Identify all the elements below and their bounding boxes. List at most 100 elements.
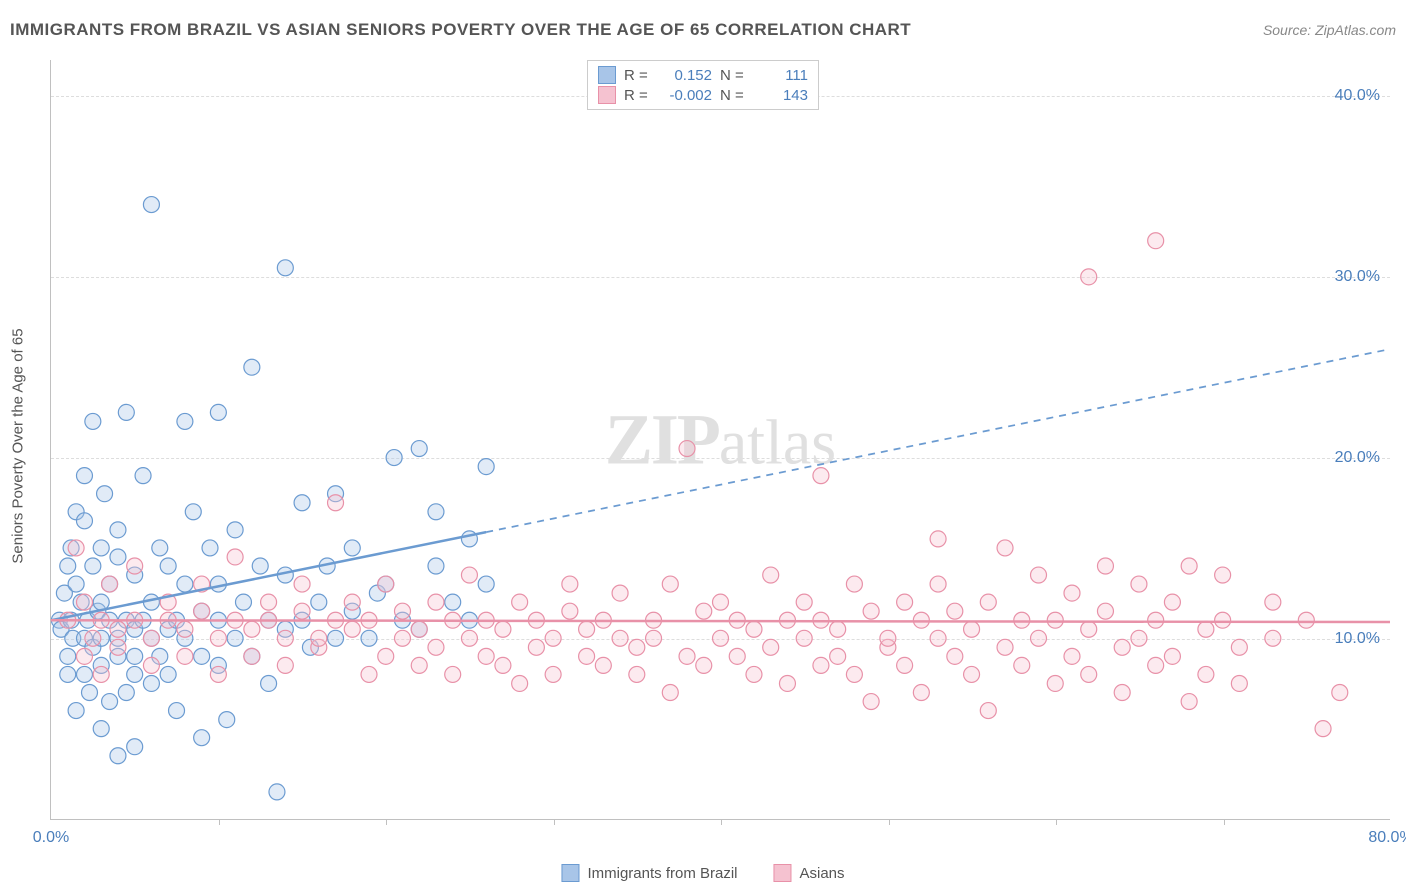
scatter-point bbox=[1198, 666, 1214, 682]
scatter-point bbox=[328, 495, 344, 511]
scatter-point bbox=[344, 540, 360, 556]
scatter-point bbox=[1298, 612, 1314, 628]
scatter-point bbox=[846, 666, 862, 682]
scatter-point bbox=[1131, 576, 1147, 592]
scatter-point bbox=[1148, 233, 1164, 249]
scatter-point bbox=[202, 540, 218, 556]
chart-header: IMMIGRANTS FROM BRAZIL VS ASIAN SENIORS … bbox=[10, 20, 1396, 40]
scatter-point bbox=[1215, 612, 1231, 628]
scatter-point bbox=[461, 630, 477, 646]
scatter-point bbox=[763, 567, 779, 583]
scatter-point bbox=[102, 576, 118, 592]
scatter-point bbox=[244, 359, 260, 375]
scatter-point bbox=[252, 558, 268, 574]
scatter-point bbox=[562, 576, 578, 592]
scatter-point bbox=[1047, 612, 1063, 628]
scatter-point bbox=[1265, 594, 1281, 610]
scatter-point bbox=[913, 685, 929, 701]
scatter-point bbox=[1081, 666, 1097, 682]
scatter-point bbox=[85, 630, 101, 646]
scatter-point bbox=[796, 630, 812, 646]
scatter-point bbox=[76, 468, 92, 484]
scatter-point bbox=[1081, 269, 1097, 285]
scatter-point bbox=[964, 666, 980, 682]
scatter-point bbox=[1198, 621, 1214, 637]
bottom-legend: Immigrants from Brazil Asians bbox=[561, 864, 844, 882]
scatter-point bbox=[76, 594, 92, 610]
scatter-point bbox=[930, 531, 946, 547]
scatter-point bbox=[863, 694, 879, 710]
scatter-point bbox=[696, 603, 712, 619]
r-label: R = bbox=[624, 67, 648, 84]
stats-row: R =0.152N =111 bbox=[598, 65, 808, 85]
scatter-point bbox=[110, 549, 126, 565]
scatter-point bbox=[60, 558, 76, 574]
scatter-point bbox=[85, 413, 101, 429]
scatter-point bbox=[779, 675, 795, 691]
scatter-point bbox=[97, 486, 113, 502]
scatter-point bbox=[411, 657, 427, 673]
n-value: 111 bbox=[752, 67, 808, 84]
scatter-point bbox=[478, 576, 494, 592]
scatter-point bbox=[277, 630, 293, 646]
scatter-point bbox=[244, 648, 260, 664]
scatter-point bbox=[579, 648, 595, 664]
scatter-point bbox=[897, 657, 913, 673]
scatter-point bbox=[127, 666, 143, 682]
scatter-point bbox=[947, 603, 963, 619]
scatter-point bbox=[1014, 612, 1030, 628]
source-label: Source: bbox=[1263, 22, 1311, 38]
scatter-point bbox=[579, 621, 595, 637]
scatter-point bbox=[830, 648, 846, 664]
scatter-point bbox=[269, 784, 285, 800]
scatter-point bbox=[261, 675, 277, 691]
scatter-point bbox=[152, 540, 168, 556]
scatter-point bbox=[110, 748, 126, 764]
scatter-point bbox=[185, 504, 201, 520]
n-value: 143 bbox=[752, 87, 808, 104]
legend-label-series1: Immigrants from Brazil bbox=[587, 865, 737, 882]
scatter-point bbox=[746, 666, 762, 682]
scatter-point bbox=[1148, 657, 1164, 673]
xtick bbox=[386, 819, 387, 825]
scatter-point bbox=[562, 603, 578, 619]
scatter-point bbox=[118, 685, 134, 701]
scatter-point bbox=[428, 594, 444, 610]
r-label: R = bbox=[624, 87, 648, 104]
scatter-point bbox=[261, 594, 277, 610]
scatter-point bbox=[127, 558, 143, 574]
scatter-point bbox=[194, 730, 210, 746]
scatter-point bbox=[1231, 639, 1247, 655]
y-axis-label: Seniors Poverty Over the Age of 65 bbox=[10, 328, 27, 563]
stats-legend-box: R =0.152N =111R =-0.002N =143 bbox=[587, 60, 819, 110]
scatter-point bbox=[177, 621, 193, 637]
scatter-point bbox=[428, 639, 444, 655]
xtick bbox=[1224, 819, 1225, 825]
scatter-point bbox=[394, 630, 410, 646]
scatter-point bbox=[60, 648, 76, 664]
scatter-point bbox=[76, 513, 92, 529]
scatter-point bbox=[219, 712, 235, 728]
xtick bbox=[1056, 819, 1057, 825]
scatter-point bbox=[93, 540, 109, 556]
scatter-point bbox=[980, 703, 996, 719]
scatter-point bbox=[361, 630, 377, 646]
scatter-point bbox=[411, 621, 427, 637]
scatter-point bbox=[210, 666, 226, 682]
scatter-point bbox=[512, 675, 528, 691]
legend-label-series2: Asians bbox=[800, 865, 845, 882]
scatter-point bbox=[328, 630, 344, 646]
scatter-point bbox=[118, 404, 134, 420]
scatter-point bbox=[1215, 567, 1231, 583]
scatter-point bbox=[1097, 603, 1113, 619]
scatter-point bbox=[679, 441, 695, 457]
scatter-point bbox=[830, 621, 846, 637]
scatter-point bbox=[311, 630, 327, 646]
scatter-point bbox=[528, 639, 544, 655]
legend-item-series2: Asians bbox=[774, 864, 845, 882]
scatter-point bbox=[930, 630, 946, 646]
scatter-point bbox=[713, 630, 729, 646]
scatter-point bbox=[277, 657, 293, 673]
scatter-point bbox=[344, 594, 360, 610]
scatter-point bbox=[135, 468, 151, 484]
